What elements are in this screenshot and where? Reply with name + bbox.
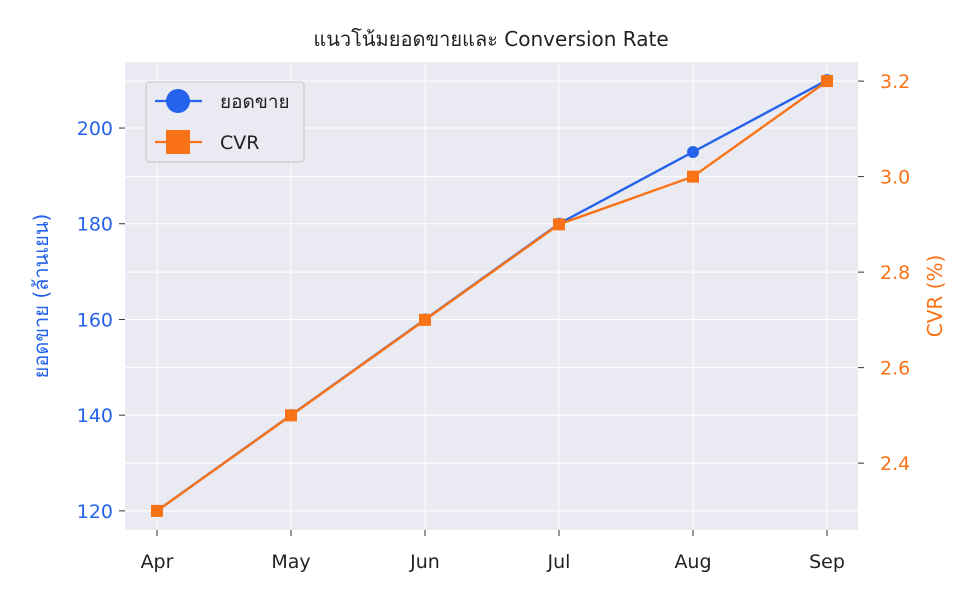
y-tick-label-left: 160	[77, 309, 113, 331]
y-tick-label-left: 120	[77, 501, 113, 523]
x-tick-label: Aug	[674, 551, 711, 573]
y-tick-label-right: 2.8	[880, 262, 910, 284]
data-point-cvr	[553, 218, 565, 231]
y-tick-label-right: 2.6	[880, 358, 910, 380]
y-tick-label-left: 140	[77, 405, 113, 427]
x-tick-label: Jun	[409, 551, 440, 573]
legend-marker-sales	[166, 89, 190, 113]
x-tick-label: Apr	[141, 551, 174, 573]
legend-marker-cvr	[166, 130, 190, 154]
data-point-cvr	[821, 75, 833, 88]
legend: ยอดขาย CVR	[145, 81, 305, 163]
data-point-cvr	[151, 504, 163, 517]
y-axis-right-label: CVR (%)	[923, 255, 947, 338]
x-tick-label: Jul	[547, 551, 571, 573]
y-axis-left-label: ยอดขาย (ล้านเยน)	[29, 214, 53, 379]
series-line-cvr	[156, 80, 828, 512]
y-tick-label-right: 3.0	[880, 167, 910, 189]
x-tick-label: May	[271, 551, 310, 573]
chart-title: แนวโน้มยอดขายและ Conversion Rate	[313, 27, 668, 51]
data-point-cvr	[419, 313, 431, 326]
y-tick-label-left: 200	[77, 118, 113, 140]
y-tick-label-left: 180	[77, 214, 113, 236]
legend-label-sales: ยอดขาย	[220, 91, 290, 113]
data-point-cvr	[285, 409, 297, 422]
x-tick-label: Sep	[809, 551, 845, 573]
data-point-cvr	[687, 170, 699, 183]
y-tick-label-right: 3.2	[880, 71, 910, 93]
y-tick-label-right: 2.4	[880, 453, 910, 475]
legend-label-cvr: CVR	[220, 132, 259, 154]
data-point-sales	[687, 145, 699, 158]
